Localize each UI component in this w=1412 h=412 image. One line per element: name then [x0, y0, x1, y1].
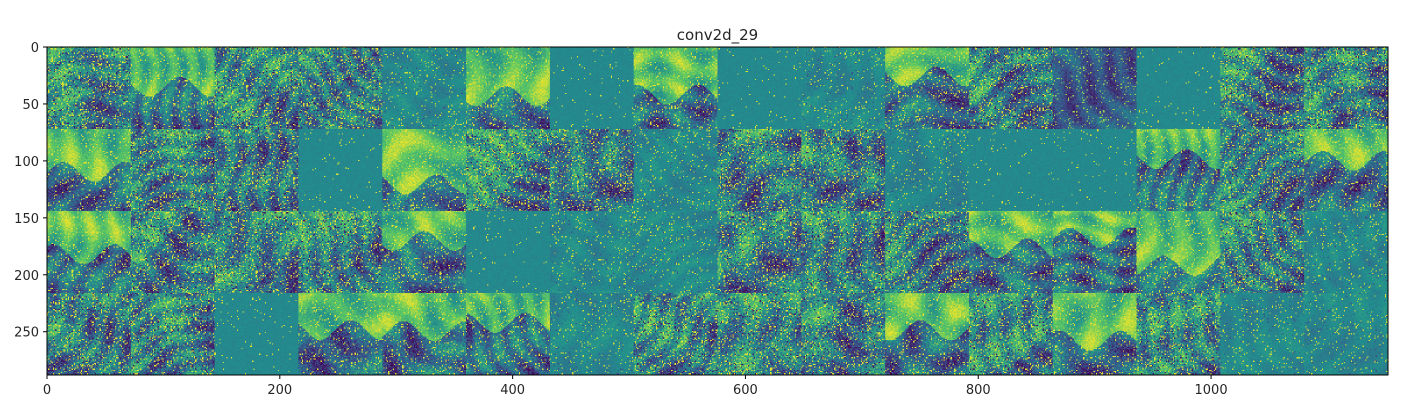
feature-map-tile — [1052, 211, 1138, 294]
feature-map-tile — [801, 129, 886, 212]
feature-map-tile — [717, 211, 802, 294]
plot-title: conv2d_29 — [677, 26, 758, 45]
feature-map-tile — [130, 293, 216, 376]
feature-map-tile — [214, 211, 299, 294]
feature-map-tile — [382, 211, 467, 294]
feature-map-tile — [1220, 47, 1305, 130]
feature-map-tile — [968, 129, 1054, 212]
feature-map-tile — [1052, 293, 1138, 376]
y-axis: 0 50 100 150 200 250 — [14, 41, 47, 341]
feature-map-tile — [885, 293, 970, 376]
feature-map-tile — [801, 293, 886, 376]
feature-map-tile — [1220, 293, 1305, 376]
x-tick-label: 0 — [43, 383, 51, 398]
feature-map-tile — [549, 211, 635, 294]
axes-frame — [46, 46, 1389, 376]
feature-map-tile — [47, 211, 132, 294]
feature-map-tile — [1136, 129, 1221, 212]
feature-map-tile — [298, 129, 383, 212]
feature-map-tile — [885, 47, 970, 130]
feature-map-tile — [1304, 129, 1389, 212]
feature-map-tile — [1220, 129, 1305, 212]
feature-map-tile — [1304, 293, 1389, 376]
feature-map-tile — [885, 129, 970, 212]
feature-map-tile — [633, 47, 718, 130]
x-tick-label: 400 — [500, 383, 525, 398]
feature-map-tile — [717, 47, 802, 130]
feature-map-tile — [466, 47, 551, 130]
feature-map-tile — [214, 47, 299, 130]
feature-map-tile — [214, 293, 299, 376]
x-tick-label: 600 — [733, 383, 758, 398]
feature-map-tile — [382, 129, 467, 212]
feature-map-tile — [298, 211, 383, 294]
feature-map-tile — [1136, 293, 1221, 376]
x-axis: 0 200 400 600 800 1000 — [43, 375, 1228, 398]
feature-map-tile — [801, 47, 886, 130]
feature-map-tile — [633, 129, 718, 212]
feature-map-tile — [717, 293, 802, 376]
feature-map-tile — [298, 293, 383, 376]
feature-map-tile — [633, 211, 718, 294]
feature-map-tile — [1136, 47, 1221, 130]
feature-map-tile — [1052, 47, 1138, 130]
feature-map-tile — [549, 47, 635, 130]
feature-map-tile — [968, 293, 1054, 376]
feature-map-tile — [968, 211, 1054, 294]
y-tick-label: 200 — [14, 269, 39, 284]
feature-map-tile — [717, 129, 802, 212]
feature-map-tile — [382, 47, 467, 130]
feature-map-tile — [47, 129, 132, 212]
x-tick-label: 800 — [966, 383, 991, 398]
feature-map-tile — [47, 47, 132, 130]
feature-map-tile — [130, 129, 216, 212]
feature-map-tile — [130, 47, 216, 130]
feature-map-tile — [47, 293, 132, 376]
y-tick-label: 100 — [14, 155, 39, 170]
feature-map-tile — [466, 129, 551, 212]
feature-map-tile — [298, 47, 383, 130]
feature-map-tile — [1052, 129, 1138, 212]
feature-map-tile — [801, 211, 886, 294]
feature-map-tile — [466, 293, 551, 376]
feature-map-tile — [968, 47, 1054, 130]
feature-map-tile — [1220, 211, 1305, 294]
feature-map-tile — [214, 129, 299, 212]
y-tick-label: 0 — [31, 41, 39, 56]
feature-map-tile — [633, 293, 718, 376]
y-tick-label: 50 — [22, 98, 39, 113]
y-tick-label: 250 — [14, 326, 39, 341]
feature-map-tile — [1136, 211, 1221, 294]
feature-map-tile — [549, 129, 635, 212]
feature-map-tile — [885, 211, 970, 294]
feature-map-tile — [382, 293, 467, 376]
feature-map-tile — [1304, 211, 1389, 294]
feature-map-tile — [130, 211, 216, 294]
feature-map-tile — [466, 211, 551, 294]
feature-map-tile — [549, 293, 635, 376]
feature-map-tile — [1304, 47, 1389, 130]
x-tick-label: 200 — [267, 383, 292, 398]
y-tick-label: 150 — [14, 212, 39, 227]
feature-map-grid — [47, 47, 1389, 376]
x-tick-label: 1000 — [1195, 383, 1228, 398]
